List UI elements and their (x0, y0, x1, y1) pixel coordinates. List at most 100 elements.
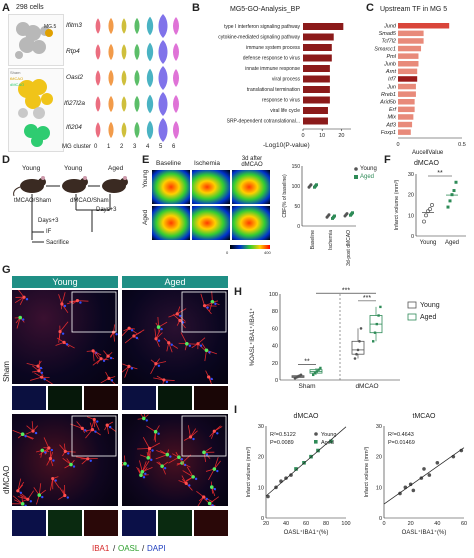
microglia-process (76, 456, 88, 460)
channel-iba1-aged-dmcao (194, 510, 228, 536)
microglia-process (31, 421, 34, 432)
violin-shape (173, 17, 179, 35)
tf-bar (398, 38, 424, 44)
p-value-label: P=0.0089 (270, 440, 294, 446)
chart-f-title: dMCAO (414, 160, 439, 167)
microglia-process (124, 335, 135, 344)
cells-count-label: 298 cells (16, 4, 44, 11)
chart-i-title: dMCAO (294, 413, 319, 420)
go-term-label: defense response to virus (243, 56, 301, 62)
tf-label: Mlx (387, 115, 396, 121)
dapi-nucleus (170, 343, 173, 346)
box-point-aged (313, 371, 317, 375)
microglia-process (61, 303, 69, 314)
microglia-process (155, 361, 167, 365)
legend-young: Young (321, 432, 336, 438)
label-young: Young (64, 165, 83, 172)
microglia-soma (90, 428, 95, 432)
label-dmcao-sham: dMCAO/Sham (70, 198, 109, 204)
tick-label: 0 (382, 521, 385, 527)
scatter-point-young (459, 448, 464, 453)
oasl-signal (156, 325, 161, 329)
tf-label: Smad5 (379, 31, 397, 37)
violin-shape (134, 69, 140, 87)
go-term-label: viral process (272, 77, 301, 83)
tick-label: 80 (272, 309, 278, 315)
microglia-process (38, 483, 42, 496)
cbf-image-young-ischemia (192, 170, 230, 204)
gene-label: Oasl2 (66, 74, 83, 81)
channel-oasl-young-sham (48, 386, 82, 410)
scale-max: 400 (264, 250, 271, 255)
microglia-process (203, 496, 214, 503)
box-point-aged (372, 340, 375, 343)
umap-bottom (8, 68, 64, 152)
tick-label: 0 (411, 234, 414, 240)
tick-label: 0.5 (458, 142, 466, 148)
chart-f-ylabel: Infarct volume (mm³) (394, 179, 400, 230)
cbf-point-aged (333, 214, 336, 218)
dapi-nucleus (188, 344, 192, 347)
microglia-process (146, 425, 156, 433)
regression-line (383, 447, 465, 505)
infarct-point-young (424, 213, 428, 218)
dapi-nucleus (109, 356, 113, 360)
oasl-signal (69, 462, 73, 467)
microglia-soma (188, 435, 193, 439)
chart-i-xlabel: OASL⁺IBA1⁺(%) (402, 529, 447, 536)
tick-label: 10 (376, 485, 382, 491)
sig-label: *** (342, 287, 350, 294)
microglia-process (58, 294, 63, 305)
microglia-soma (178, 318, 182, 323)
violin-shape (158, 118, 168, 142)
violin-shape (121, 96, 127, 112)
stain-sep: / (113, 544, 116, 553)
dapi-nucleus (39, 366, 43, 370)
legend-aged: Aged (360, 174, 375, 180)
tick-label: 10 (258, 485, 264, 491)
microglia-soma (47, 446, 51, 450)
microglia-process (168, 342, 173, 353)
channel-oasl-aged-dmcao (158, 510, 192, 536)
chart-i-title: tMCAO (413, 413, 437, 420)
microglia-process (142, 437, 150, 449)
microglia-soma (127, 326, 131, 330)
dapi-nucleus (216, 432, 219, 435)
scatter-point-young (427, 473, 432, 477)
tick-label: 0 (396, 142, 399, 148)
cluster-tick: 2 (120, 144, 124, 150)
dapi-nucleus (157, 364, 161, 367)
tf-label: Junb (383, 62, 396, 68)
chart-i-ylabel: Infarct volume (mm³) (364, 446, 370, 497)
tick-label: 20 (263, 521, 269, 527)
inset-frame (181, 415, 227, 457)
dapi-nucleus (142, 476, 146, 479)
go-bar (303, 23, 344, 30)
microglia-process (190, 428, 197, 438)
oasl-signal (123, 461, 127, 466)
microglia-soma (26, 497, 30, 501)
dapi-nucleus (210, 377, 213, 381)
microglia-process (58, 331, 61, 343)
infarct-point-young (426, 209, 430, 214)
microglia-process (153, 377, 164, 381)
oasl-signal (202, 450, 206, 455)
scatter-point-aged (329, 439, 333, 444)
microglia-process (204, 305, 212, 315)
dapi-nucleus (157, 432, 160, 435)
infarct-point-aged (448, 199, 452, 203)
violin-shape (146, 16, 154, 36)
microglia-process (43, 437, 50, 449)
tick-label: 80 (323, 521, 329, 527)
microglia-process (59, 321, 69, 332)
microglia-process (180, 332, 188, 344)
microglia-soma (58, 330, 62, 334)
tick-label: 50 (294, 204, 300, 210)
dapi-nucleus (135, 336, 139, 340)
violin-shape (95, 18, 101, 34)
microglia-process (186, 466, 194, 478)
row-aged: Aged (142, 209, 149, 225)
dapi-nucleus (126, 464, 130, 467)
violin-plot-grid (95, 14, 179, 142)
